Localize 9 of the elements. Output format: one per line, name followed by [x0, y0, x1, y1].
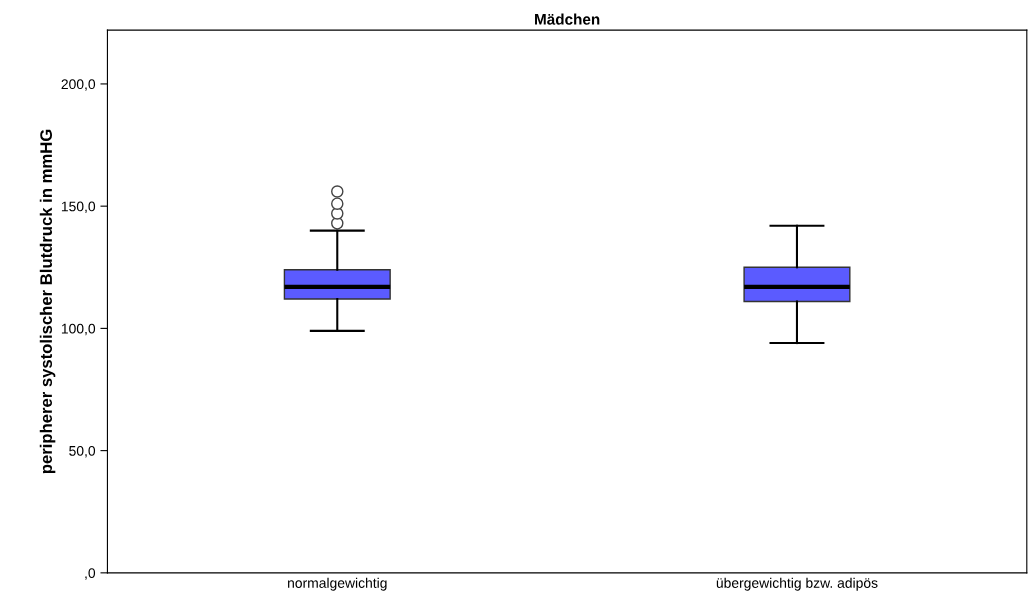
- y-tick-label: ,0: [85, 568, 96, 580]
- y-axis-title: peripherer systolischer Blutdruck in mmHG: [39, 129, 56, 474]
- y-tick-label: 50,0: [69, 445, 96, 458]
- y-tick-label: 150,0: [61, 201, 96, 213]
- y-tick-label: 200,0: [61, 79, 96, 91]
- x-tick-label: normalgewichtig: [288, 577, 387, 591]
- y-tick-label: 100,0: [61, 323, 96, 336]
- x-tick-label: übergewichtig bzw. adipös: [716, 577, 878, 591]
- chart-title: Mädchen: [535, 13, 600, 25]
